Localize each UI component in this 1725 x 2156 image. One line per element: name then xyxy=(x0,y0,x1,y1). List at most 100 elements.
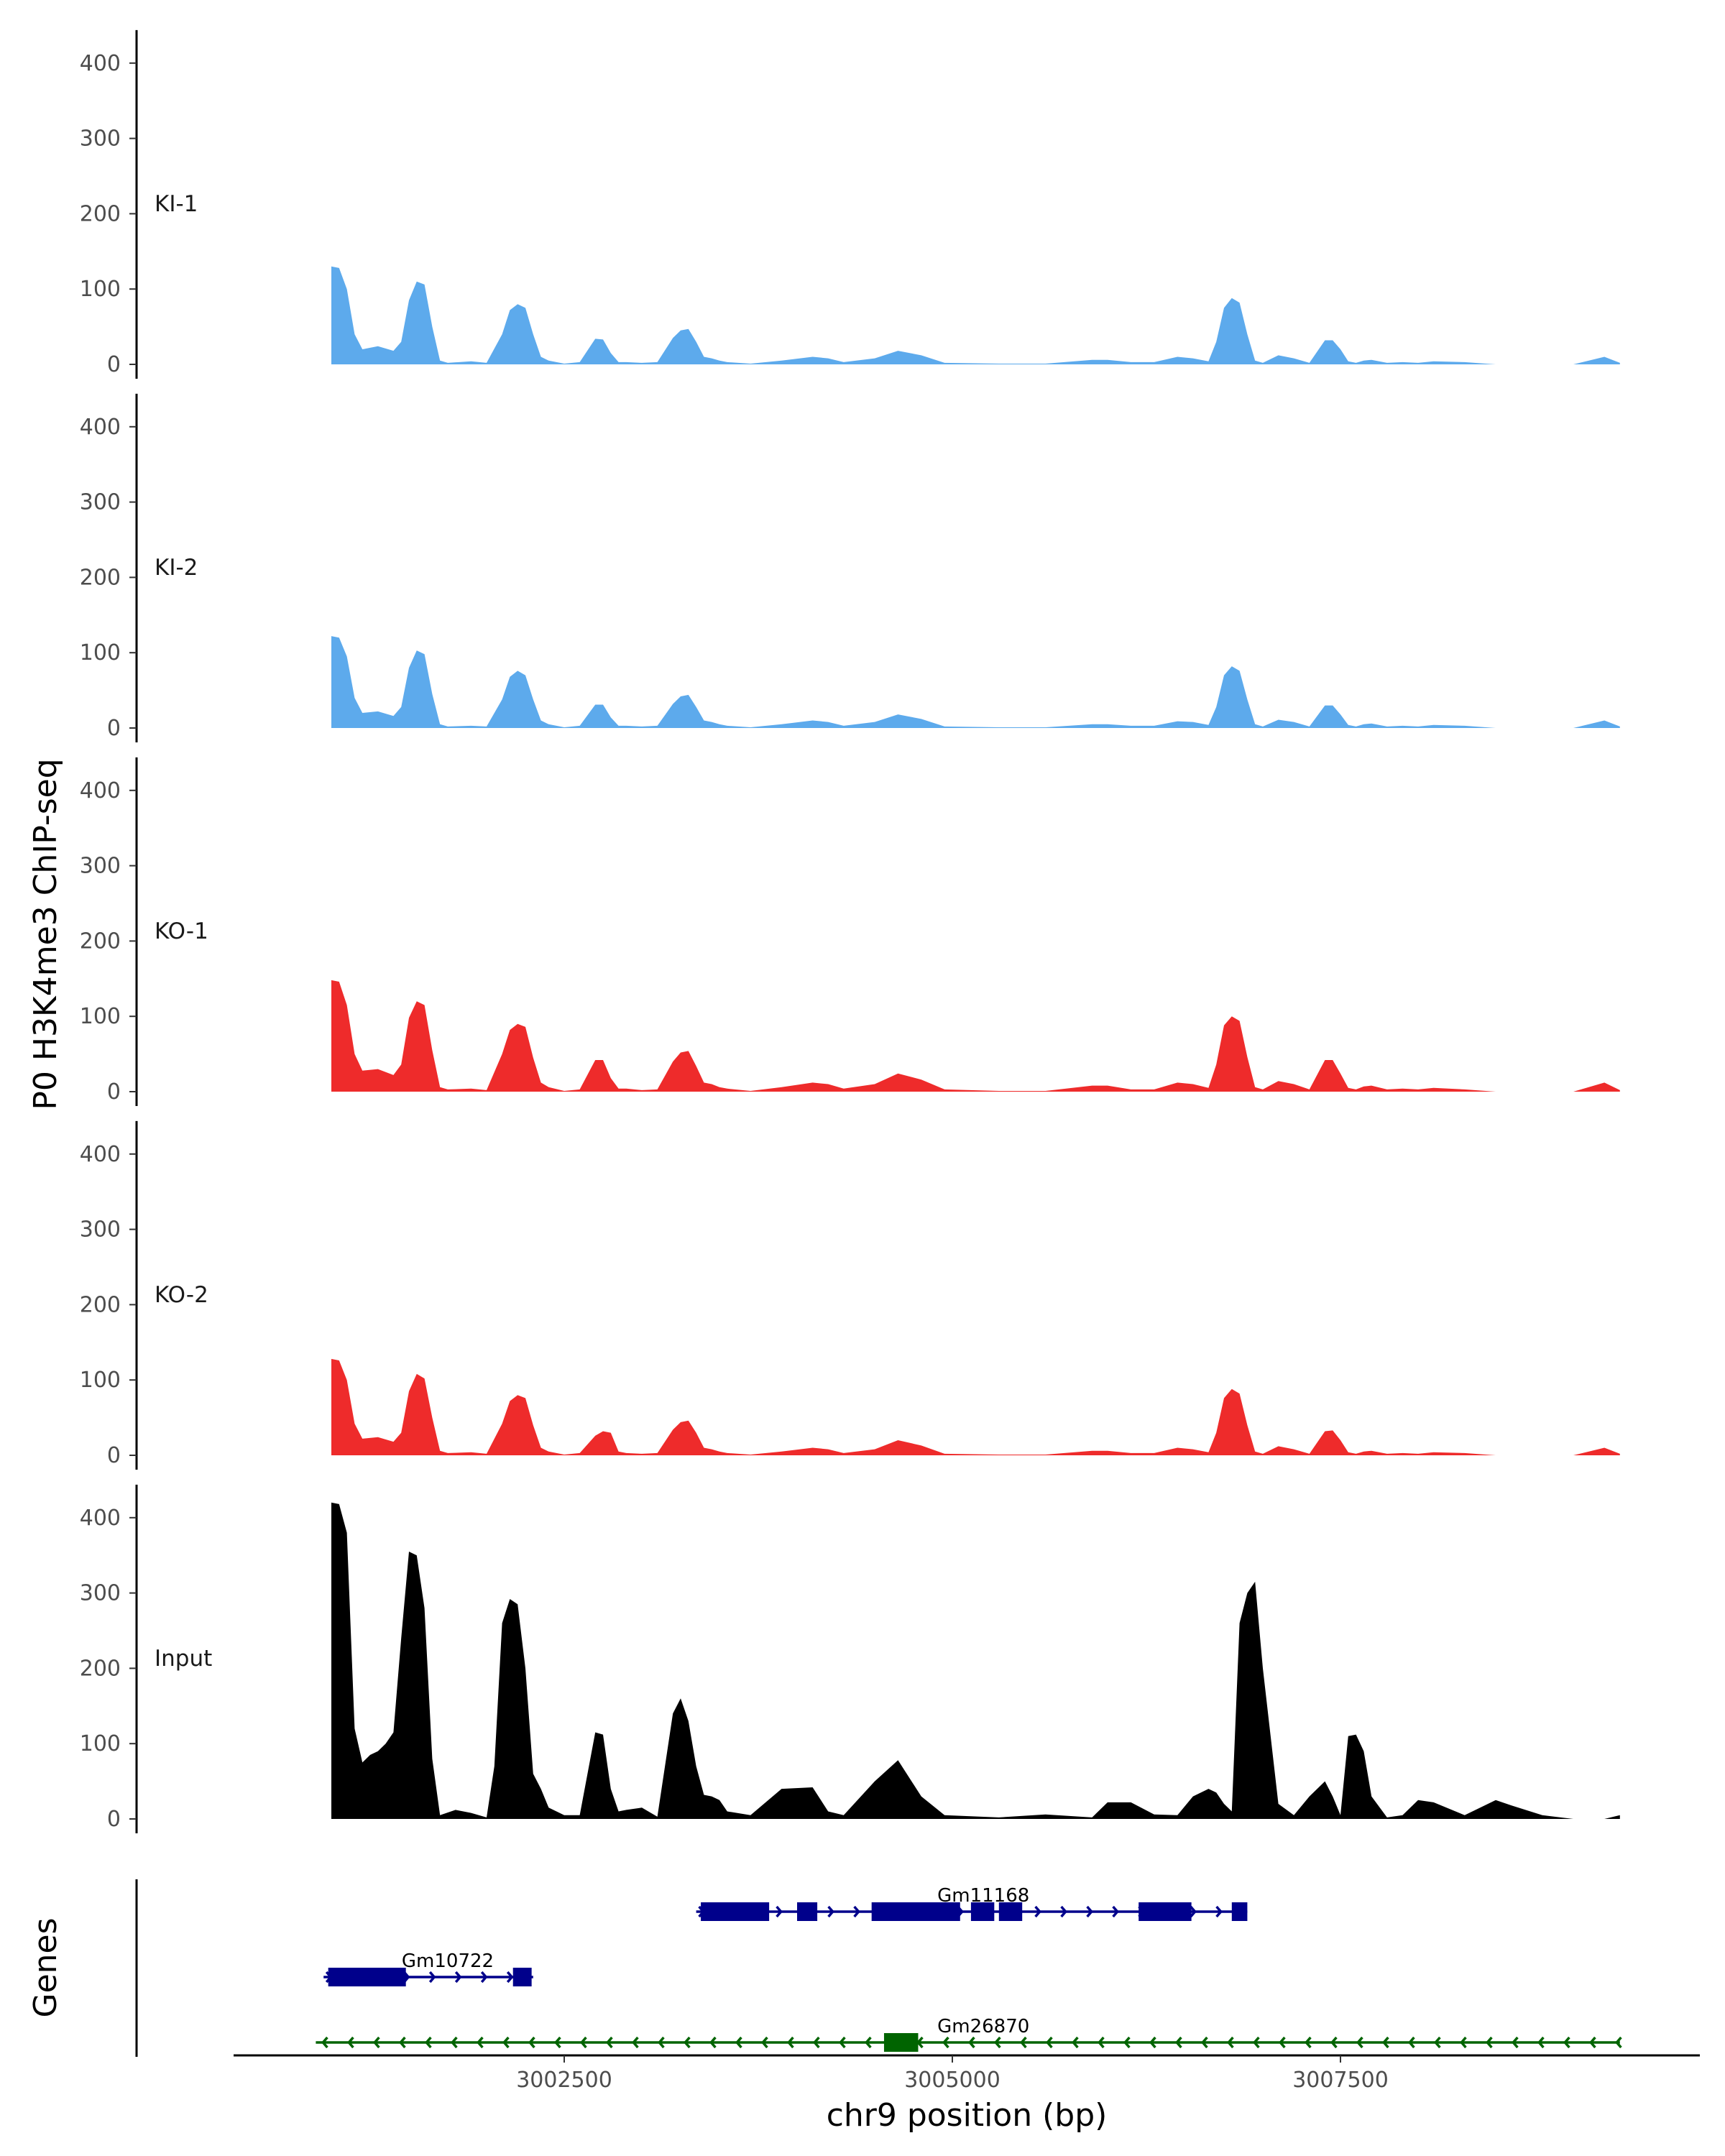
strand-arrow xyxy=(1201,2036,1208,2049)
y-tick-label: 0 xyxy=(107,1079,121,1105)
strand-arrow xyxy=(1175,2036,1182,2049)
strand-arrow xyxy=(554,2036,561,2049)
exon xyxy=(1138,1902,1192,1921)
coverage-area xyxy=(331,1358,1620,1455)
exon xyxy=(1231,1902,1248,1921)
strand-arrow xyxy=(853,1905,860,1918)
exon xyxy=(701,1902,770,1921)
exon xyxy=(871,1902,960,1921)
strand-arrow xyxy=(735,2036,742,2049)
strand-arrow xyxy=(942,2036,949,2049)
exon xyxy=(883,2033,919,2052)
x-axis-title: chr9 position (bp) xyxy=(827,2097,1108,2134)
gene-name-label: Gm11168 xyxy=(937,1885,1029,1907)
strand-arrow xyxy=(1034,1905,1041,1918)
strand-arrow xyxy=(1330,2036,1338,2049)
strand-arrow xyxy=(1072,2036,1079,2049)
y-tick-label: 100 xyxy=(80,640,121,665)
y-tick-label: 200 xyxy=(80,201,121,226)
track-label: KO-1 xyxy=(155,918,208,944)
strand-arrow xyxy=(1227,2036,1234,2049)
strand-arrow xyxy=(321,2036,328,2049)
x-tick-label: 3005000 xyxy=(904,2068,1000,2093)
exon xyxy=(797,1902,818,1921)
x-tick-label: 3007500 xyxy=(1292,2068,1389,2093)
strand-arrow xyxy=(709,2036,717,2049)
strand-arrow xyxy=(451,2036,458,2049)
y-tick-label: 400 xyxy=(80,778,121,803)
strand-arrow xyxy=(1305,2036,1312,2049)
exon xyxy=(512,1968,532,1986)
y-tick-label: 300 xyxy=(80,1217,121,1243)
track-label: KO-2 xyxy=(155,1282,208,1308)
strand-arrow xyxy=(580,2036,587,2049)
y-tick-label: 400 xyxy=(80,1142,121,1167)
exon xyxy=(970,1902,995,1921)
gene-gm26870: Gm26870 xyxy=(316,2016,1622,2052)
track-ki-1: 0 100 200 300 400 KI-1 xyxy=(80,29,1620,379)
y-tick-label: 100 xyxy=(80,1368,121,1393)
y-tick-label: 400 xyxy=(80,415,121,440)
strand-arrow xyxy=(658,2036,665,2049)
strand-arrow xyxy=(1215,1905,1223,1918)
gene-gm11168: Gm11168 xyxy=(696,1885,1248,1921)
strand-arrow xyxy=(506,1971,514,1984)
strand-arrow xyxy=(428,1971,436,1984)
x-axis: 3002500 3005000 3007500 xyxy=(234,2054,1700,2093)
y-tick-label: 400 xyxy=(80,51,121,76)
strand-arrow xyxy=(1486,2036,1493,2049)
y-tick-label: 0 xyxy=(107,1443,121,1468)
gene-name-label: Gm10722 xyxy=(402,1950,494,1972)
genes-axis-title: Genes xyxy=(27,1917,64,2017)
y-tick-label: 300 xyxy=(80,490,121,515)
strand-arrow xyxy=(865,2036,872,2049)
y-tick-label: 300 xyxy=(80,1581,121,1606)
strand-arrow xyxy=(1046,2036,1053,2049)
track-label: KI-1 xyxy=(155,191,198,217)
x-tick-label: 3002500 xyxy=(516,2068,612,2093)
strand-arrow xyxy=(632,2036,639,2049)
exon xyxy=(328,1968,406,1986)
track-ki-2: 0 100 200 300 400 KI-2 xyxy=(80,393,1620,742)
strand-arrow xyxy=(1060,1905,1067,1918)
strand-arrow xyxy=(1190,1905,1197,1918)
strand-arrow xyxy=(1563,2036,1570,2049)
strand-arrow xyxy=(1615,2036,1622,2049)
y-tick-label: 100 xyxy=(80,277,121,302)
strand-arrow xyxy=(1460,2036,1467,2049)
strand-arrow xyxy=(1279,2036,1286,2049)
y-tick-label: 200 xyxy=(80,565,121,590)
strand-arrow xyxy=(480,1971,488,1984)
strand-arrow xyxy=(1537,2036,1545,2049)
exon xyxy=(998,1902,1023,1921)
strand-arrow xyxy=(1149,2036,1156,2049)
y-tick-label: 300 xyxy=(80,854,121,879)
track-ko-1: 0 100 200 300 400 KO-1 xyxy=(80,757,1620,1106)
coverage-tracks: 0 100 200 300 400 KI-1 0 100 200 300 400 KI-2 0 100 20… xyxy=(80,29,1620,1833)
coverage-area xyxy=(331,266,1620,364)
y-axis-title: P0 H3K4me3 ChIP-seq xyxy=(27,758,64,1110)
strand-arrow xyxy=(347,2036,354,2049)
strand-arrow xyxy=(839,2036,846,2049)
track-label: KI-2 xyxy=(155,555,198,581)
strand-arrow xyxy=(994,2036,1001,2049)
coverage-area xyxy=(331,1502,1620,1819)
strand-arrow xyxy=(477,2036,484,2049)
strand-arrow xyxy=(684,2036,691,2049)
strand-arrow xyxy=(787,2036,794,2049)
strand-arrow xyxy=(1408,2036,1415,2049)
strand-arrow xyxy=(1253,2036,1260,2049)
gene-name-label: Gm26870 xyxy=(937,2016,1029,2037)
strand-arrow xyxy=(1112,1905,1119,1918)
strand-arrow xyxy=(1434,2036,1441,2049)
y-tick-label: 400 xyxy=(80,1506,121,1531)
y-tick-label: 100 xyxy=(80,1731,121,1756)
gene-annotation-track: Gm11168 Gm10722 Gm26870 xyxy=(135,1879,1622,2057)
strand-arrow xyxy=(1512,2036,1519,2049)
y-tick-label: 200 xyxy=(80,1292,121,1317)
strand-arrow xyxy=(1356,2036,1363,2049)
coverage-area xyxy=(331,980,1620,1092)
y-tick-label: 200 xyxy=(80,929,121,954)
y-tick-label: 0 xyxy=(107,716,121,741)
strand-arrow xyxy=(606,2036,613,2049)
